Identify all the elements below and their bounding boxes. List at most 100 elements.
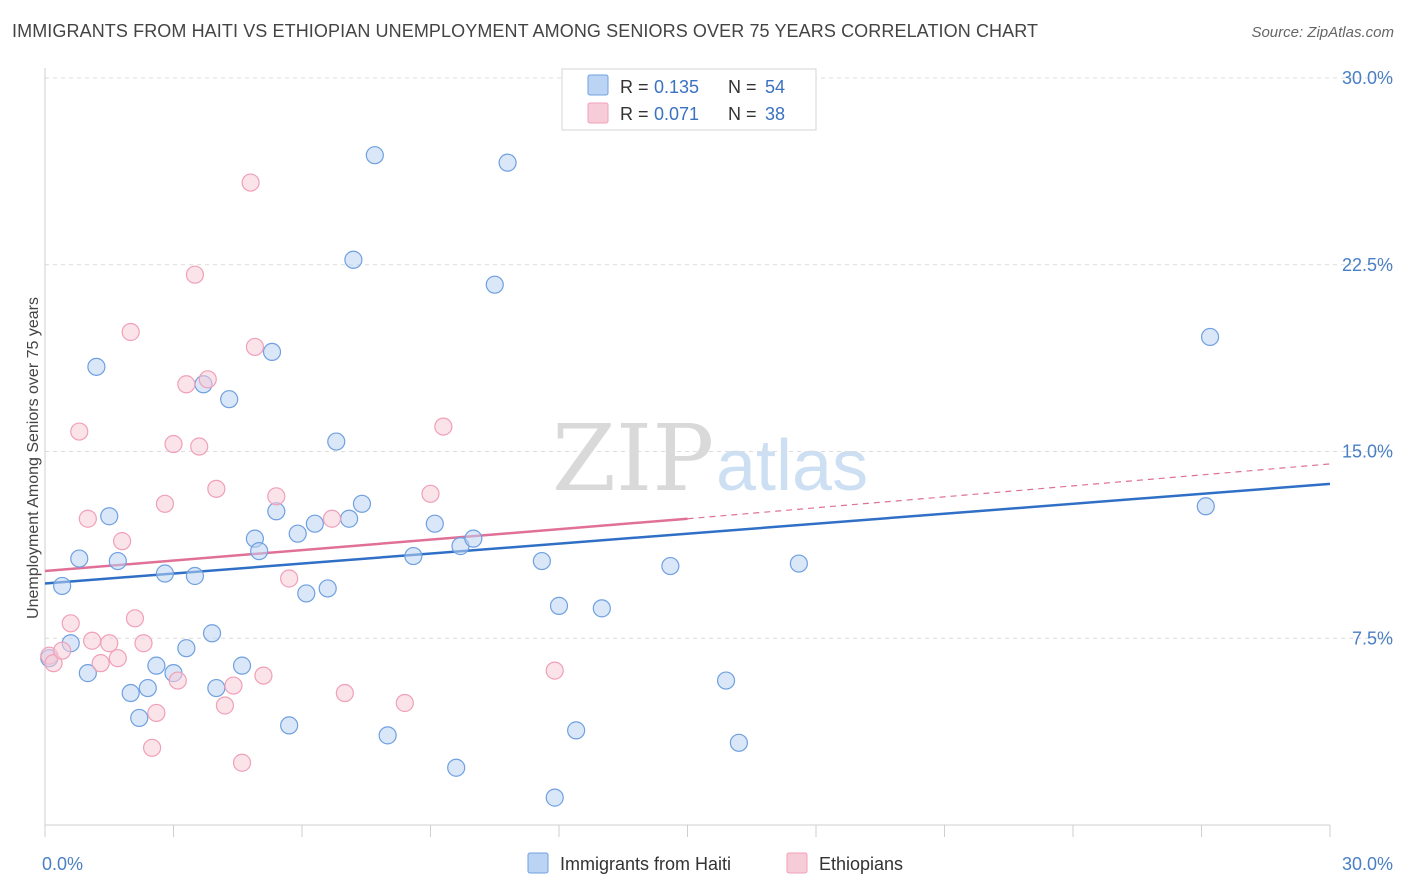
watermark: ZIP atlas: [552, 405, 868, 512]
point-ethiopians-5: [78, 509, 97, 528]
data-points: [40, 146, 1220, 807]
point-ethiopians-33: [335, 683, 354, 703]
point-haiti-19: [220, 390, 239, 409]
point-ethiopians-1: [44, 654, 63, 673]
point-haiti-53: [1200, 327, 1220, 347]
stats-n-value-haiti: 54: [765, 77, 785, 97]
y-tick-label-0: 7.5%: [1352, 628, 1393, 648]
point-haiti-4: [78, 664, 97, 683]
stats-n-label-haiti: N =: [728, 77, 757, 97]
point-ethiopians-36: [434, 417, 453, 436]
y-tick-label-2: 22.5%: [1342, 255, 1393, 275]
point-ethiopians-25: [224, 676, 243, 695]
point-ethiopians-16: [155, 494, 175, 513]
point-haiti-36: [404, 546, 423, 566]
stats-r-label-ethiopians: R =: [620, 104, 649, 124]
point-haiti-22: [250, 541, 269, 561]
point-haiti-25: [280, 716, 299, 735]
point-haiti-14: [177, 639, 196, 658]
point-haiti-43: [532, 551, 551, 571]
point-ethiopians-32: [322, 509, 342, 528]
legend-swatch-haiti: [527, 852, 549, 874]
point-ethiopians-2: [53, 641, 72, 660]
point-ethiopians-3: [61, 614, 80, 633]
point-haiti-28: [305, 514, 324, 533]
y-tick-label-1: 15.0%: [1342, 442, 1393, 462]
point-haiti-34: [365, 146, 384, 165]
point-haiti-12: [155, 564, 175, 583]
point-ethiopians-21: [190, 437, 209, 456]
trend-line-ethiopians: [44, 517, 688, 573]
point-ethiopians-37: [545, 661, 564, 680]
point-haiti-5: [87, 357, 106, 376]
point-ethiopians-20: [185, 265, 205, 284]
stats-n-value-ethiopians: 38: [765, 104, 785, 124]
point-ethiopians-29: [254, 666, 273, 685]
point-ethiopians-27: [241, 173, 260, 192]
trend-line-haiti: [44, 482, 1331, 585]
chart-title: IMMIGRANTS FROM HAITI VS ETHIOPIAN UNEMP…: [12, 21, 1039, 41]
point-haiti-26: [288, 524, 307, 543]
point-ethiopians-11: [121, 322, 140, 342]
point-haiti-33: [352, 494, 372, 513]
grid: [45, 77, 1392, 639]
watermark-zip: ZIP: [552, 405, 714, 512]
point-haiti-32: [344, 250, 363, 269]
point-haiti-17: [202, 624, 222, 643]
point-haiti-51: [789, 554, 808, 573]
point-haiti-40: [464, 529, 483, 548]
point-haiti-20: [232, 656, 252, 675]
chart-source: Source: ZipAtlas.com: [1251, 24, 1394, 41]
point-haiti-42: [498, 153, 517, 172]
point-haiti-46: [567, 721, 586, 740]
point-ethiopians-35: [421, 484, 440, 503]
stats-r-value-haiti: 0.135: [654, 77, 699, 97]
point-haiti-44: [545, 788, 564, 807]
y-axis-title: Unemployment Among Seniors over 75 years: [25, 297, 42, 619]
point-ethiopians-14: [142, 738, 162, 757]
point-ethiopians-17: [164, 434, 183, 454]
point-ethiopians-12: [125, 609, 145, 628]
point-haiti-41: [485, 275, 504, 294]
point-haiti-27: [297, 584, 316, 603]
point-ethiopians-23: [207, 479, 226, 498]
point-haiti-1: [53, 576, 72, 596]
point-haiti-6: [100, 507, 119, 526]
point-haiti-48: [661, 556, 680, 576]
stats-r-value-ethiopians: 0.071: [654, 104, 699, 124]
x-tick-label-0: 0.0%: [42, 854, 83, 874]
point-haiti-7: [108, 551, 127, 571]
point-haiti-50: [729, 733, 749, 752]
point-ethiopians-24: [215, 696, 234, 715]
point-ethiopians-34: [395, 693, 414, 713]
y-tick-label-3: 30.0%: [1342, 68, 1393, 88]
point-haiti-47: [592, 599, 611, 618]
point-haiti-15: [185, 566, 205, 586]
point-ethiopians-13: [134, 634, 153, 653]
point-ethiopians-28: [245, 337, 264, 357]
stats-n-label-ethiopians: N =: [728, 104, 757, 124]
point-haiti-8: [121, 683, 140, 703]
point-ethiopians-7: [91, 654, 110, 673]
y-axis-title-group: Unemployment Among Seniors over 75 years: [25, 297, 42, 619]
stats-legend: R = 0.135 N = 54 R = 0.071 N = 38: [561, 68, 817, 131]
point-ethiopians-19: [177, 375, 196, 394]
watermark-atlas: atlas: [716, 426, 868, 506]
point-haiti-37: [425, 514, 444, 533]
point-haiti-38: [447, 758, 466, 777]
point-haiti-29: [318, 579, 337, 598]
stats-r-label-haiti: R =: [620, 77, 649, 97]
point-haiti-52: [1196, 497, 1215, 516]
point-haiti-10: [138, 678, 157, 698]
point-haiti-9: [130, 708, 149, 728]
point-ethiopians-30: [267, 487, 286, 506]
point-haiti-11: [147, 656, 166, 675]
point-ethiopians-10: [112, 532, 132, 551]
point-haiti-23: [262, 342, 282, 361]
stats-legend-swatch-ethiopians: [587, 102, 609, 124]
point-ethiopians-15: [147, 703, 166, 723]
point-ethiopians-9: [108, 649, 127, 668]
point-haiti-31: [340, 509, 359, 528]
point-haiti-45: [549, 596, 569, 615]
